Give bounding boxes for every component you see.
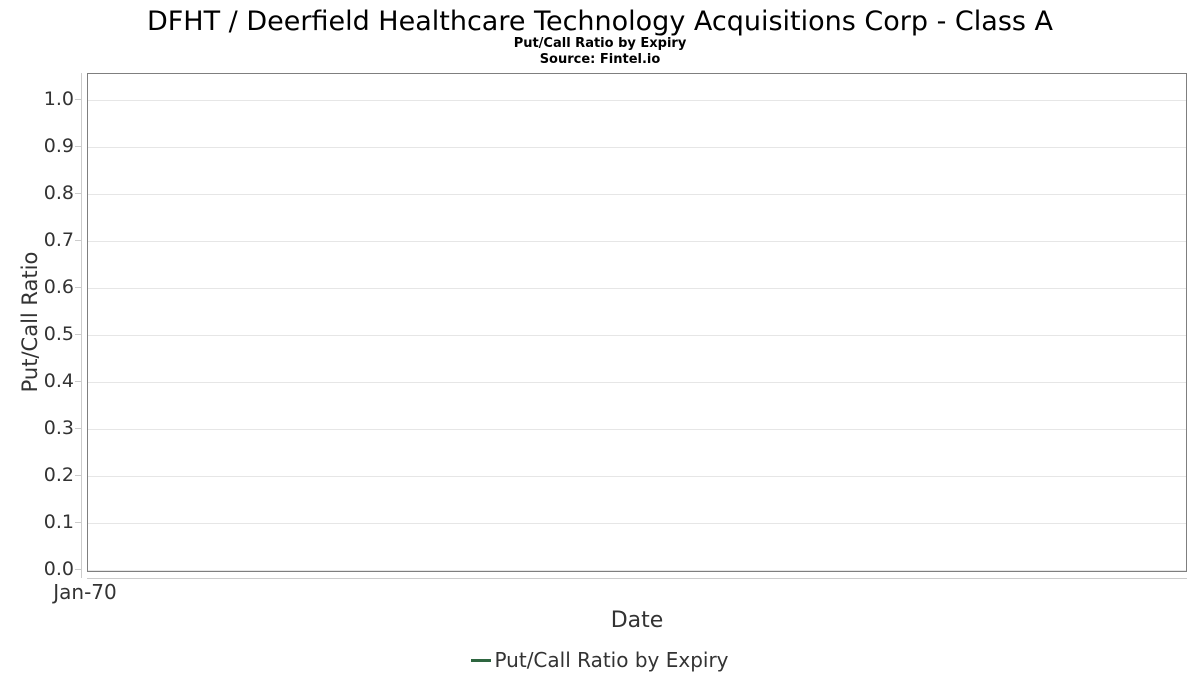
y-tick-label: 0.7 bbox=[43, 229, 74, 251]
chart-source: Source: Fintel.io bbox=[539, 52, 661, 67]
y-tick-mark bbox=[75, 522, 81, 523]
chart-title: DFHT / Deerfield Healthcare Technology A… bbox=[146, 6, 1054, 37]
y-tick-mark bbox=[75, 569, 81, 570]
legend: Put/Call Ratio by Expiry bbox=[0, 646, 1200, 674]
y-tick-label: 0.1 bbox=[43, 511, 74, 533]
x-axis-line bbox=[87, 578, 1187, 579]
y-tick-label: 0.8 bbox=[43, 182, 74, 204]
gridline bbox=[88, 100, 1186, 101]
gridline bbox=[88, 288, 1186, 289]
y-tick-label: 1.0 bbox=[43, 88, 74, 110]
y-tick-label: 0.5 bbox=[43, 323, 74, 345]
x-axis-title: Date bbox=[610, 608, 664, 633]
chart-subtitle: Put/Call Ratio by Expiry bbox=[513, 36, 687, 51]
y-tick-label: 0.4 bbox=[43, 370, 74, 392]
gridline bbox=[88, 147, 1186, 148]
y-tick-label: 0.2 bbox=[43, 464, 74, 486]
y-tick-mark bbox=[75, 475, 81, 476]
y-tick-mark bbox=[75, 334, 81, 335]
y-tick-label: 0.3 bbox=[43, 417, 74, 439]
y-tick-mark bbox=[75, 381, 81, 382]
y-tick-mark bbox=[75, 240, 81, 241]
plot-area bbox=[87, 73, 1187, 572]
y-tick-mark bbox=[75, 146, 81, 147]
y-axis-line bbox=[81, 73, 82, 578]
x-tick-label: Jan-70 bbox=[53, 580, 117, 604]
y-tick-label: 0.6 bbox=[43, 276, 74, 298]
gridline bbox=[88, 570, 1186, 571]
gridline bbox=[88, 335, 1186, 336]
y-tick-mark bbox=[75, 99, 81, 100]
y-tick-mark bbox=[75, 428, 81, 429]
y-tick-label: 0.0 bbox=[43, 558, 74, 580]
gridline bbox=[88, 241, 1186, 242]
gridline bbox=[88, 523, 1186, 524]
y-tick-mark bbox=[75, 193, 81, 194]
legend-label: Put/Call Ratio by Expiry bbox=[494, 648, 729, 672]
gridline bbox=[88, 476, 1186, 477]
gridline bbox=[88, 382, 1186, 383]
y-tick-label: 0.9 bbox=[43, 135, 74, 157]
gridline bbox=[88, 194, 1186, 195]
legend-line-marker bbox=[471, 658, 492, 662]
y-tick-mark bbox=[75, 287, 81, 288]
gridline bbox=[88, 429, 1186, 430]
